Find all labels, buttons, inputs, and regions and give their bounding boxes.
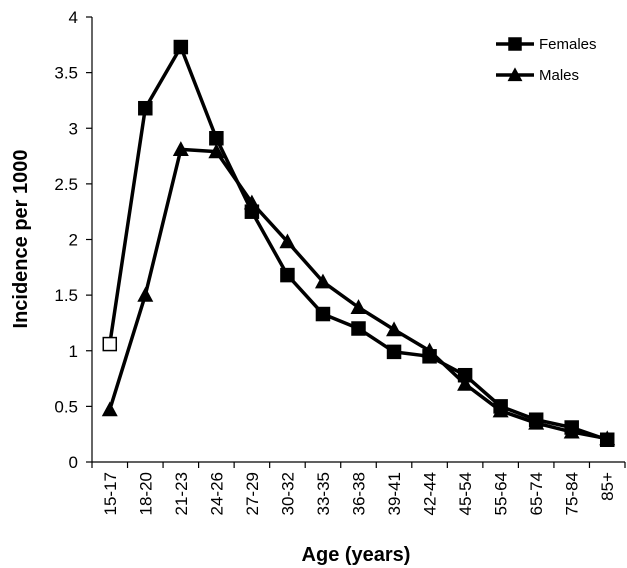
data-point-males (279, 233, 296, 249)
y-tick-label: 2 (69, 231, 78, 250)
y-tick-label: 2.5 (54, 175, 78, 194)
data-point-males (208, 143, 225, 159)
data-point-females (457, 367, 473, 383)
x-tick-label: 42-44 (421, 472, 440, 515)
x-tick-label: 18-20 (136, 472, 155, 515)
legend-marker (507, 67, 523, 82)
y-tick-label: 3 (69, 119, 78, 138)
x-tick-label: 24-26 (207, 472, 226, 515)
x-axis-title: Age (years) (302, 544, 411, 566)
y-tick-label: 0.5 (54, 397, 78, 416)
data-point-males (350, 299, 367, 314)
x-tick-label: 33-35 (314, 472, 333, 515)
data-point-males (314, 273, 331, 289)
y-tick-label: 3.5 (54, 64, 78, 83)
legend-label: Males (539, 67, 579, 84)
data-point-females (422, 349, 437, 364)
data-point-females (244, 204, 260, 219)
x-tick-label: 39-41 (385, 472, 404, 515)
x-tick-label: 65-74 (527, 472, 546, 515)
y-tick-label: 4 (69, 8, 78, 27)
data-point-males (172, 141, 189, 156)
x-tick-label: 85+ (598, 472, 617, 501)
data-point-males (101, 401, 118, 417)
data-point-females (138, 100, 153, 116)
plot-area: 0 0.5 1 1.5 2 2.5 3 3.5 4 15-17 18-20 21-23 24-26 27-… (54, 8, 626, 515)
x-tick-label: 30-32 (278, 472, 297, 515)
data-point-females (528, 412, 544, 427)
series-line-males (108, 147, 608, 441)
data-point-males (137, 286, 154, 302)
y-axis-title: Incidence per 1000 (10, 150, 32, 329)
data-point-females (102, 336, 118, 352)
x-tick-label: 75-84 (563, 472, 582, 515)
series-line-females (108, 45, 608, 442)
data-point-females (351, 321, 366, 336)
legend-marker (508, 37, 522, 51)
data-point-males (386, 321, 403, 337)
x-tick-label: 27-29 (243, 472, 262, 515)
y-tick-label: 0 (69, 453, 78, 472)
y-tick-label: 1.5 (54, 286, 78, 305)
y-tick-label: 1 (69, 342, 78, 361)
data-point-females (280, 267, 295, 283)
data-point-females (493, 399, 508, 414)
x-tick-label: 15-17 (101, 472, 120, 515)
data-point-females (599, 432, 615, 447)
data-point-females (386, 344, 402, 360)
data-point-females (173, 39, 189, 55)
x-tick-label: 45-54 (456, 472, 475, 515)
data-point-females (315, 306, 331, 322)
x-tick-label: 21-23 (172, 472, 191, 515)
data-point-females (564, 420, 579, 435)
x-tick-label: 36-38 (350, 472, 369, 515)
x-tick-label: 55-64 (492, 472, 511, 515)
legend-label: Females (539, 36, 597, 53)
data-point-males (457, 375, 474, 391)
data-point-females (209, 131, 224, 146)
